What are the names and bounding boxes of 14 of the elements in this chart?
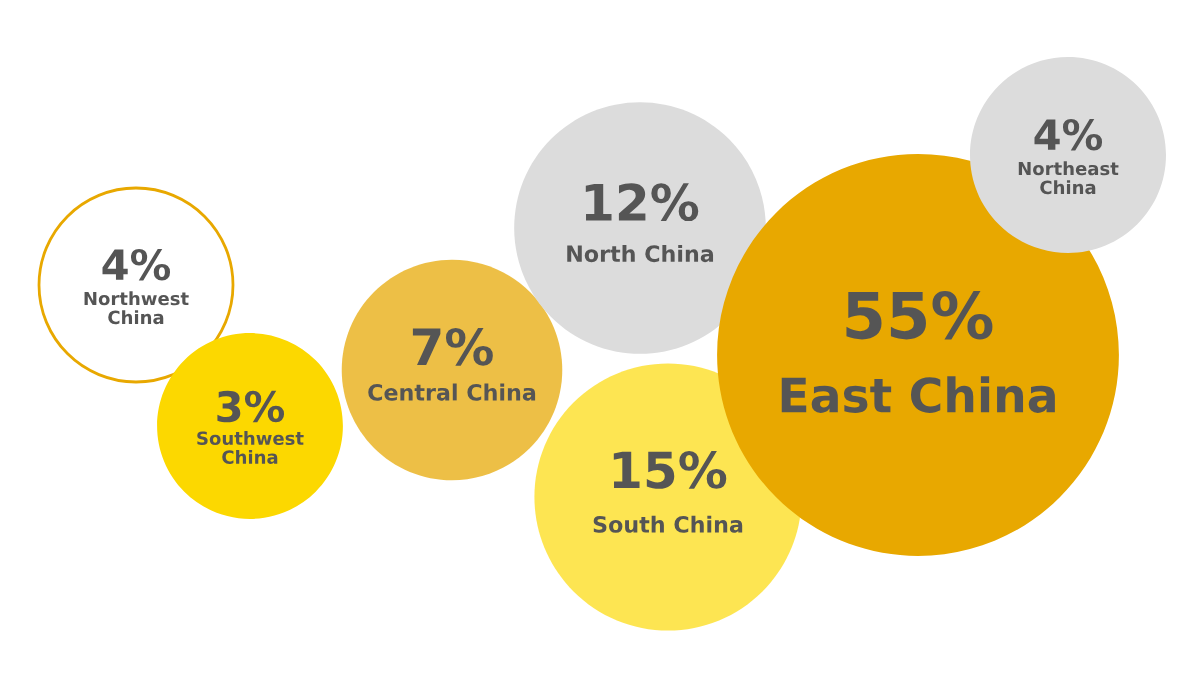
data-label: 7% bbox=[412, 327, 493, 366]
category-label: Northwest China bbox=[84, 291, 189, 325]
category-label: North China bbox=[567, 244, 714, 263]
category-label: Southwest China bbox=[197, 431, 304, 464]
data-label: 3% bbox=[217, 390, 285, 423]
category-label: South China bbox=[593, 515, 743, 533]
category-label: Northeast China bbox=[1018, 161, 1119, 195]
data-label: 4% bbox=[102, 248, 171, 281]
data-label: 55% bbox=[846, 291, 993, 340]
data-label: 4% bbox=[1034, 118, 1103, 151]
category-label: East China bbox=[781, 376, 1055, 413]
data-label: 12% bbox=[585, 183, 699, 222]
data-label: 15% bbox=[613, 450, 727, 489]
category-label: Central China bbox=[368, 383, 536, 401]
